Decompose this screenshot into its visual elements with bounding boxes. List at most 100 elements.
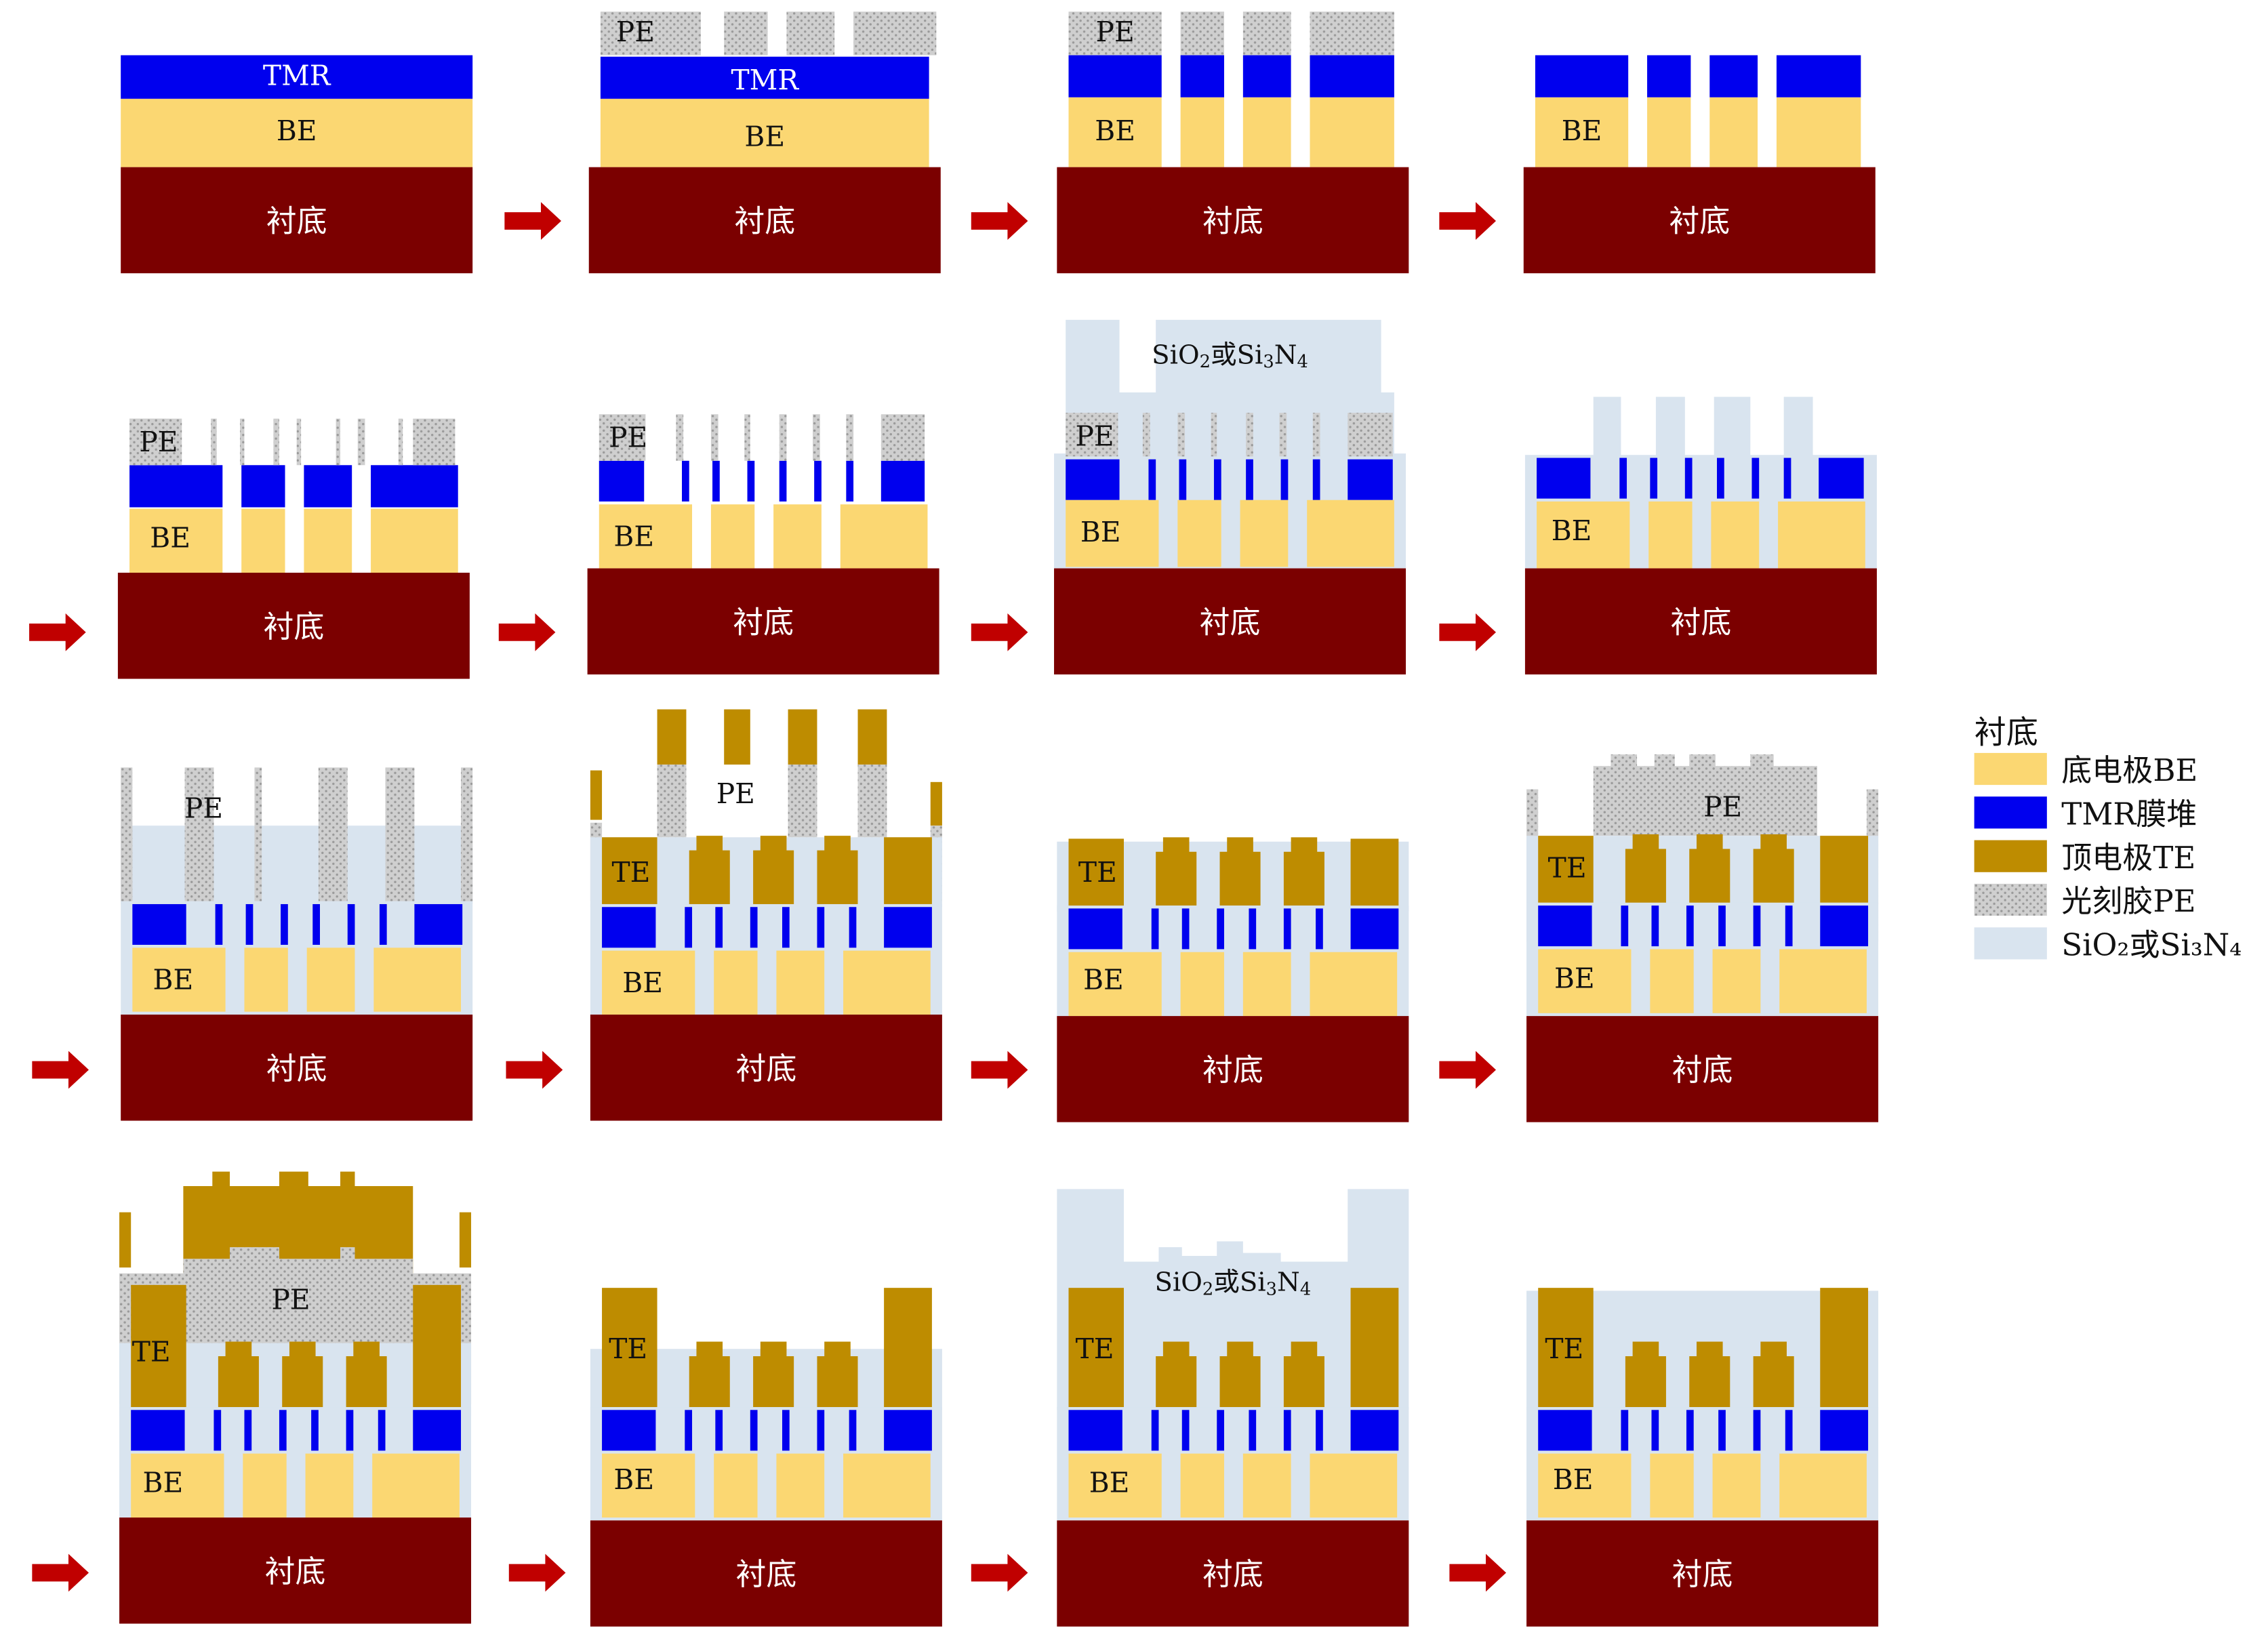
tmr-stack-block <box>1538 905 1592 947</box>
photoresist-block <box>1348 413 1393 457</box>
oxide-fill <box>1057 1189 1409 1410</box>
top-electrode-block <box>1219 837 1261 906</box>
bottom-electrode-block <box>1310 1453 1398 1518</box>
bottom-electrode-block <box>1711 501 1760 569</box>
labels-pe-text: PE <box>609 422 647 454</box>
tmr-stack-block <box>1753 1410 1761 1451</box>
tmr-stack-block <box>1181 1410 1190 1451</box>
tmr-stack-block <box>1148 459 1156 500</box>
legend-swatch-be <box>1974 752 2047 786</box>
bottom-electrode-block <box>1068 1453 1162 1518</box>
bottom-electrode-block <box>1537 501 1630 569</box>
tmr-stack-block <box>131 1410 185 1451</box>
bottom-electrode-block <box>132 948 226 1012</box>
photoresist-block <box>385 767 415 901</box>
bottom-electrode-block <box>304 508 352 573</box>
bottom-electrode-block <box>1180 97 1224 167</box>
tmr-stack-block <box>121 55 473 99</box>
legend-label-oxide: SiO₂或Si₃N₄ <box>2061 927 2242 963</box>
labels-te-text: TE <box>612 856 651 889</box>
top-electrode-block <box>1689 1341 1730 1410</box>
top-electrode-block <box>459 1212 472 1268</box>
tmr-stack-block <box>1151 1410 1159 1451</box>
tmr-stack-block <box>304 465 352 508</box>
tmr-stack-block <box>371 465 458 508</box>
photoresist-block <box>1279 413 1287 457</box>
tmr-stack-block <box>1246 459 1253 500</box>
bottom-electrode-block <box>1779 949 1867 1013</box>
oxide-label-part: 或Si <box>1211 340 1263 370</box>
labels-substrate-text: 衬底 <box>1669 203 1730 239</box>
top-electrode-block <box>282 1341 323 1410</box>
process-arrow-icon <box>1439 202 1497 240</box>
tmr-stack-block <box>1181 908 1190 950</box>
substrate-layer <box>1524 568 1877 675</box>
photoresist-block <box>1246 413 1253 457</box>
process-arrow-icon <box>498 613 556 651</box>
bottom-electrode-block <box>1242 97 1291 167</box>
tmr-stack-block <box>347 903 355 945</box>
labels-tmr-text: TMR <box>731 64 799 96</box>
step-12-panel: 衬底 PE TE BE <box>1526 754 1879 1122</box>
oxide-label-part: N <box>1274 340 1297 370</box>
top-electrode-block <box>817 1341 858 1410</box>
legend-swatch-pe <box>1974 883 2047 916</box>
labels-be-text: BE <box>1089 1467 1130 1499</box>
photoresist-block <box>599 414 646 461</box>
top-electrode-block <box>857 709 887 765</box>
bottom-electrode-block <box>1066 500 1159 567</box>
labels-substrate-text: 衬底 <box>733 604 794 640</box>
tmr-stack-block <box>750 1410 758 1451</box>
tmr-stack-block <box>1718 905 1726 947</box>
tmr-stack-block <box>1709 55 1758 98</box>
labels-be-text: BE <box>153 963 194 996</box>
tmr-stack-block <box>1621 905 1629 947</box>
tmr-stack-block <box>782 907 790 948</box>
labels-substrate-text: 衬底 <box>1202 1556 1263 1592</box>
tmr-stack-block <box>1350 1410 1399 1451</box>
substrate-layer <box>590 1520 942 1627</box>
top-electrode-block <box>1753 834 1794 903</box>
labels-pe-text: PE <box>1096 16 1135 48</box>
process-arrow-icon <box>971 1051 1028 1089</box>
top-electrode-block <box>1350 838 1399 909</box>
photoresist-block <box>744 414 750 461</box>
step-4-panel: 衬底 BE <box>1523 55 1876 274</box>
tmr-stack-block <box>1819 457 1864 499</box>
photoresist-block <box>240 418 245 466</box>
bottom-electrode-block <box>714 950 758 1015</box>
bottom-electrode-block <box>843 1453 931 1518</box>
labels-pe-text: PE <box>716 777 755 810</box>
top-electrode-block <box>346 1341 387 1410</box>
labels-pe-text: PE <box>272 1283 310 1316</box>
photoresist-block <box>398 418 403 466</box>
photoresist-block <box>318 767 348 901</box>
tmr-stack-block <box>602 1410 656 1451</box>
top-electrode-block <box>183 1171 413 1274</box>
tmr-stack-block <box>849 1410 857 1451</box>
bottom-electrode-block <box>714 1453 758 1518</box>
tmr-stack-block <box>241 465 285 508</box>
top-electrode-block <box>788 709 817 765</box>
oxide-label-part: 或Si <box>1213 1267 1265 1297</box>
tmr-stack-block <box>1316 1410 1323 1451</box>
tmr-stack-block <box>129 465 223 508</box>
labels-te-text: TE <box>1076 1332 1114 1365</box>
tmr-stack-block <box>312 903 320 945</box>
tmr-stack-block <box>1783 457 1791 499</box>
tmr-stack-block <box>245 903 254 945</box>
photoresist-block <box>461 826 473 901</box>
photoresist-block <box>1142 413 1150 457</box>
photoresist-block <box>184 767 214 901</box>
tmr-stack-block <box>1684 457 1693 499</box>
process-arrow-icon <box>1449 1553 1507 1592</box>
photoresist-block <box>254 767 262 901</box>
legend-label-te: 顶电极TE <box>2061 840 2195 876</box>
tmr-stack-block <box>1310 55 1394 98</box>
photoresist-block <box>786 12 835 56</box>
top-electrode-block <box>1283 1341 1324 1410</box>
photoresist-block <box>1180 12 1224 56</box>
tmr-stack-block <box>685 907 693 948</box>
labels-substrate-text: 衬底 <box>1672 1556 1733 1592</box>
